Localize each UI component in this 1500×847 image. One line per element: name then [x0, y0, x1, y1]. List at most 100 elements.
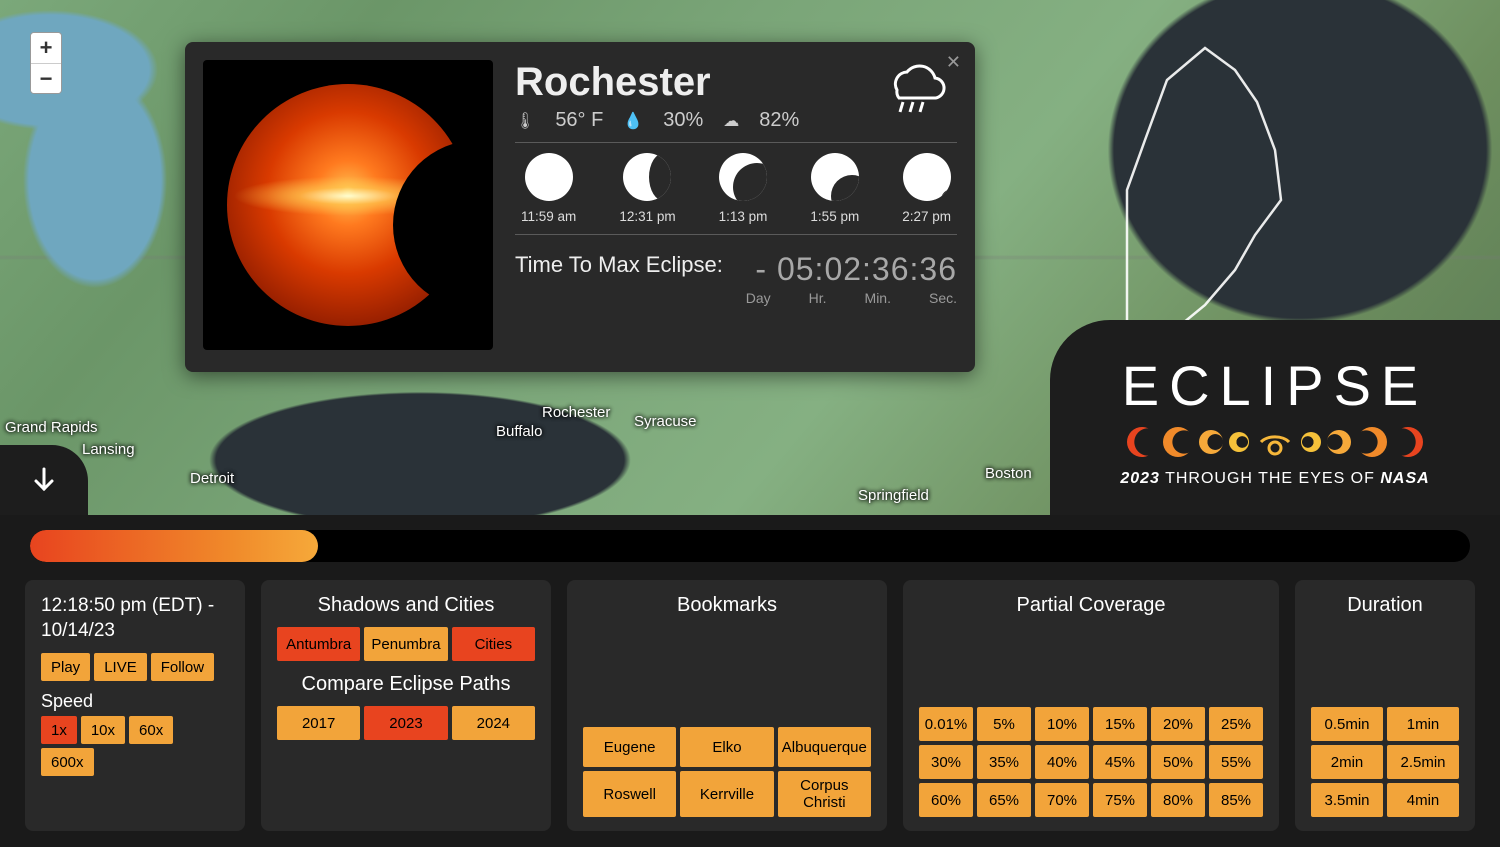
- coverage-85%[interactable]: 85%: [1209, 783, 1263, 817]
- coverage-0.01%[interactable]: 0.01%: [919, 707, 973, 741]
- logo-title: ECLIPSE: [1122, 353, 1429, 418]
- coverage-65%[interactable]: 65%: [977, 783, 1031, 817]
- coverage-45%[interactable]: 45%: [1093, 745, 1147, 779]
- follow-button[interactable]: Follow: [151, 653, 214, 681]
- eclipse-phase: 2:27 pm: [902, 153, 951, 224]
- phase-time: 1:13 pm: [719, 209, 768, 224]
- eclipse-phases: 11:59 am 12:31 pm 1:13 pm 1:55 pm 2:27 pm: [515, 153, 957, 224]
- phase-time: 11:59 am: [521, 209, 576, 224]
- coverage-30%[interactable]: 30%: [919, 745, 973, 779]
- toggle-cities[interactable]: Cities: [452, 627, 535, 661]
- duration-3.5min[interactable]: 3.5min: [1311, 783, 1383, 817]
- coverage-40%[interactable]: 40%: [1035, 745, 1089, 779]
- duration-4min[interactable]: 4min: [1387, 783, 1459, 817]
- phase-disc: [903, 153, 951, 201]
- speed-1x-button[interactable]: 1x: [41, 716, 77, 744]
- arrow-down-icon: [30, 466, 58, 494]
- duration-1min[interactable]: 1min: [1387, 707, 1459, 741]
- coverage-20%[interactable]: 20%: [1151, 707, 1205, 741]
- map-city-label[interactable]: Boston: [985, 465, 1032, 482]
- countdown-unit: Day: [746, 290, 771, 306]
- zoom-out-button[interactable]: −: [31, 63, 61, 93]
- eclipse-phase: 1:55 pm: [810, 153, 859, 224]
- phase-disc: [719, 153, 767, 201]
- map-city-label[interactable]: Rochester: [542, 404, 610, 421]
- path-2024[interactable]: 2024: [452, 706, 535, 740]
- eclipse-logo: ECLIPSE 2023 THROUGH THE EYES OF NASA: [1050, 320, 1500, 515]
- phase-disc: [525, 153, 573, 201]
- cloud-value: 82%: [759, 109, 799, 132]
- map-city-label[interactable]: Detroit: [190, 470, 234, 487]
- map-city-label[interactable]: Buffalo: [496, 423, 542, 440]
- coverage-75%[interactable]: 75%: [1093, 783, 1147, 817]
- map-city-label[interactable]: Grand Rapids: [5, 419, 98, 436]
- map-city-label[interactable]: Syracuse: [634, 413, 697, 430]
- humidity-value: 30%: [663, 109, 703, 132]
- coverage-80%[interactable]: 80%: [1151, 783, 1205, 817]
- droplet-icon: 💧: [623, 111, 643, 131]
- countdown-unit: Sec.: [929, 290, 957, 306]
- live-button[interactable]: LIVE: [94, 653, 147, 681]
- bookmark-corpus-christi[interactable]: Corpus Christi: [778, 771, 871, 817]
- map-city-label[interactable]: Lansing: [82, 441, 135, 458]
- zoom-control: + −: [30, 32, 62, 94]
- bookmark-elko[interactable]: Elko: [680, 727, 773, 767]
- coverage-10%[interactable]: 10%: [1035, 707, 1089, 741]
- duration-2min[interactable]: 2min: [1311, 745, 1383, 779]
- bookmark-eugene[interactable]: Eugene: [583, 727, 676, 767]
- temp-value: 56° F: [555, 109, 603, 132]
- bookmarks-panel: Bookmarks EugeneElkoAlbuquerque RoswellKe…: [567, 580, 887, 831]
- duration-0.5min[interactable]: 0.5min: [1311, 707, 1383, 741]
- logo-phase-icons: [1127, 422, 1423, 462]
- speed-600x-button[interactable]: 600x: [41, 748, 94, 776]
- timestamp: 12:18:50 pm (EDT) - 10/14/23: [41, 594, 229, 643]
- speed-60x-button[interactable]: 60x: [129, 716, 173, 744]
- bookmark-roswell[interactable]: Roswell: [583, 771, 676, 817]
- play-button[interactable]: Play: [41, 653, 90, 681]
- progress-fill: [30, 530, 318, 562]
- coverage-35%[interactable]: 35%: [977, 745, 1031, 779]
- coverage-5%[interactable]: 5%: [977, 707, 1031, 741]
- zoom-in-button[interactable]: +: [31, 33, 61, 63]
- duration-2.5min[interactable]: 2.5min: [1387, 745, 1459, 779]
- bookmark-kerrville[interactable]: Kerrville: [680, 771, 773, 817]
- eclipse-phase: 12:31 pm: [619, 153, 675, 224]
- countdown-value: - 05:02:36:36: [746, 251, 957, 288]
- coverage-70%[interactable]: 70%: [1035, 783, 1089, 817]
- duration-panel: Duration 0.5min1min2min2.5min3.5min4min: [1295, 580, 1475, 831]
- countdown-unit: Hr.: [809, 290, 827, 306]
- maine-outline: [1085, 30, 1305, 340]
- phase-disc: [623, 153, 671, 201]
- toggle-penumbra[interactable]: Penumbra: [364, 627, 447, 661]
- path-2017[interactable]: 2017: [277, 706, 360, 740]
- phase-time: 2:27 pm: [902, 209, 951, 224]
- eclipse-phase: 11:59 am: [521, 153, 576, 224]
- coverage-25%[interactable]: 25%: [1209, 707, 1263, 741]
- coverage-panel: Partial Coverage 0.01%5%10%15%20%25% 30%3…: [903, 580, 1279, 831]
- path-2023[interactable]: 2023: [364, 706, 447, 740]
- bookmark-albuquerque[interactable]: Albuquerque: [778, 727, 871, 767]
- toggle-antumbra[interactable]: Antumbra: [277, 627, 360, 661]
- map-area[interactable]: Grand Rapids Lansing Detroit BuffaloRochest…: [0, 0, 1500, 515]
- map-city-label[interactable]: Springfield: [858, 487, 929, 504]
- sun-image: [203, 60, 493, 350]
- countdown-units: DayHr.Min.Sec.: [746, 290, 957, 306]
- close-icon[interactable]: ✕: [946, 52, 961, 73]
- collapse-button[interactable]: [0, 445, 88, 515]
- coverage-55%[interactable]: 55%: [1209, 745, 1263, 779]
- shadows-panel: Shadows and Cities AntumbraPenumbraCitie…: [261, 580, 551, 831]
- coverage-15%[interactable]: 15%: [1093, 707, 1147, 741]
- thermometer-icon: 🌡: [515, 111, 535, 131]
- phase-time: 12:31 pm: [619, 209, 675, 224]
- speed-10x-button[interactable]: 10x: [81, 716, 125, 744]
- shadows-title: Shadows and Cities: [277, 594, 535, 617]
- coverage-60%[interactable]: 60%: [919, 783, 973, 817]
- cloud-icon: ☁: [723, 111, 739, 131]
- city-info-card: ✕ Rochester 🌡 56° F 💧 30% ☁ 82%: [185, 42, 975, 372]
- bookmarks-title: Bookmarks: [583, 594, 871, 617]
- coverage-title: Partial Coverage: [919, 594, 1263, 617]
- timeline-progress[interactable]: [30, 530, 1470, 562]
- coverage-50%[interactable]: 50%: [1151, 745, 1205, 779]
- compare-title: Compare Eclipse Paths: [277, 673, 535, 696]
- phase-time: 1:55 pm: [810, 209, 859, 224]
